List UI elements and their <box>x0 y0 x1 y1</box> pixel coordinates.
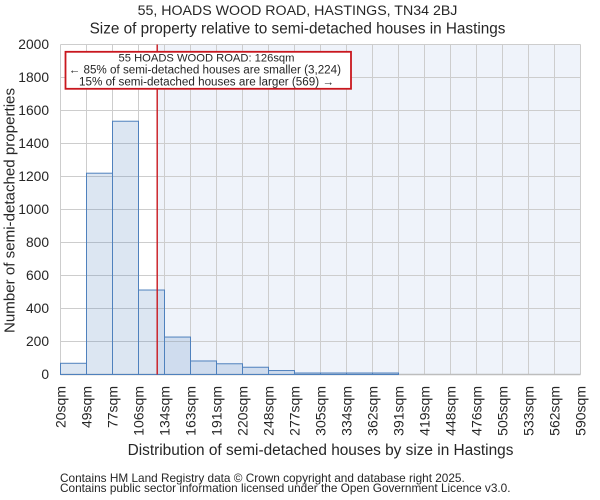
svg-text:1600: 1600 <box>18 103 49 118</box>
svg-text:20sqm: 20sqm <box>53 386 69 428</box>
svg-text:Contains public sector informa: Contains public sector information licen… <box>60 481 511 495</box>
svg-text:15% of semi-detached houses ar: 15% of semi-detached houses are larger (… <box>79 75 334 88</box>
svg-text:134sqm: 134sqm <box>157 386 173 436</box>
svg-text:49sqm: 49sqm <box>79 386 95 428</box>
svg-text:Contains HM Land Registry data: Contains HM Land Registry data © Crown c… <box>60 471 465 485</box>
svg-text:600: 600 <box>26 268 49 283</box>
svg-text:1800: 1800 <box>18 70 49 85</box>
svg-text:277sqm: 277sqm <box>287 386 303 436</box>
svg-text:448sqm: 448sqm <box>443 386 459 436</box>
svg-text:419sqm: 419sqm <box>417 386 433 436</box>
svg-text:334sqm: 334sqm <box>339 386 355 436</box>
svg-text:800: 800 <box>26 235 49 250</box>
svg-text:106sqm: 106sqm <box>131 386 147 436</box>
svg-text:200: 200 <box>26 334 49 349</box>
svg-text:400: 400 <box>26 301 49 316</box>
svg-text:77sqm: 77sqm <box>105 386 121 428</box>
svg-text:391sqm: 391sqm <box>391 386 407 436</box>
svg-text:1000: 1000 <box>18 202 49 217</box>
svg-text:533sqm: 533sqm <box>521 386 537 436</box>
svg-text:2000: 2000 <box>18 37 49 52</box>
svg-text:← 85% of semi-detached houses: ← 85% of semi-detached houses are smalle… <box>69 63 342 76</box>
svg-text:55 HOADS WOOD ROAD: 126sqm: 55 HOADS WOOD ROAD: 126sqm <box>119 52 295 64</box>
svg-text:1400: 1400 <box>18 136 49 151</box>
svg-text:220sqm: 220sqm <box>235 386 251 436</box>
svg-text:590sqm: 590sqm <box>573 386 589 436</box>
svg-text:562sqm: 562sqm <box>547 386 563 436</box>
svg-text:Distribution of semi-detached: Distribution of semi-detached houses by … <box>128 442 514 459</box>
svg-text:305sqm: 305sqm <box>313 386 329 436</box>
svg-text:Number of semi-detached proper: Number of semi-detached properties <box>2 88 19 333</box>
svg-text:362sqm: 362sqm <box>365 386 381 436</box>
svg-text:Size of property relative to s: Size of property relative to semi-detach… <box>90 21 506 38</box>
svg-text:163sqm: 163sqm <box>183 386 199 436</box>
svg-text:476sqm: 476sqm <box>469 386 485 436</box>
svg-text:505sqm: 505sqm <box>495 386 511 436</box>
svg-text:55, HOADS WOOD ROAD, HASTINGS,: 55, HOADS WOOD ROAD, HASTINGS, TN34 2BJ <box>138 3 458 19</box>
svg-text:1200: 1200 <box>18 169 49 184</box>
svg-text:191sqm: 191sqm <box>209 386 225 436</box>
svg-text:0: 0 <box>41 367 49 382</box>
svg-text:248sqm: 248sqm <box>261 386 277 436</box>
